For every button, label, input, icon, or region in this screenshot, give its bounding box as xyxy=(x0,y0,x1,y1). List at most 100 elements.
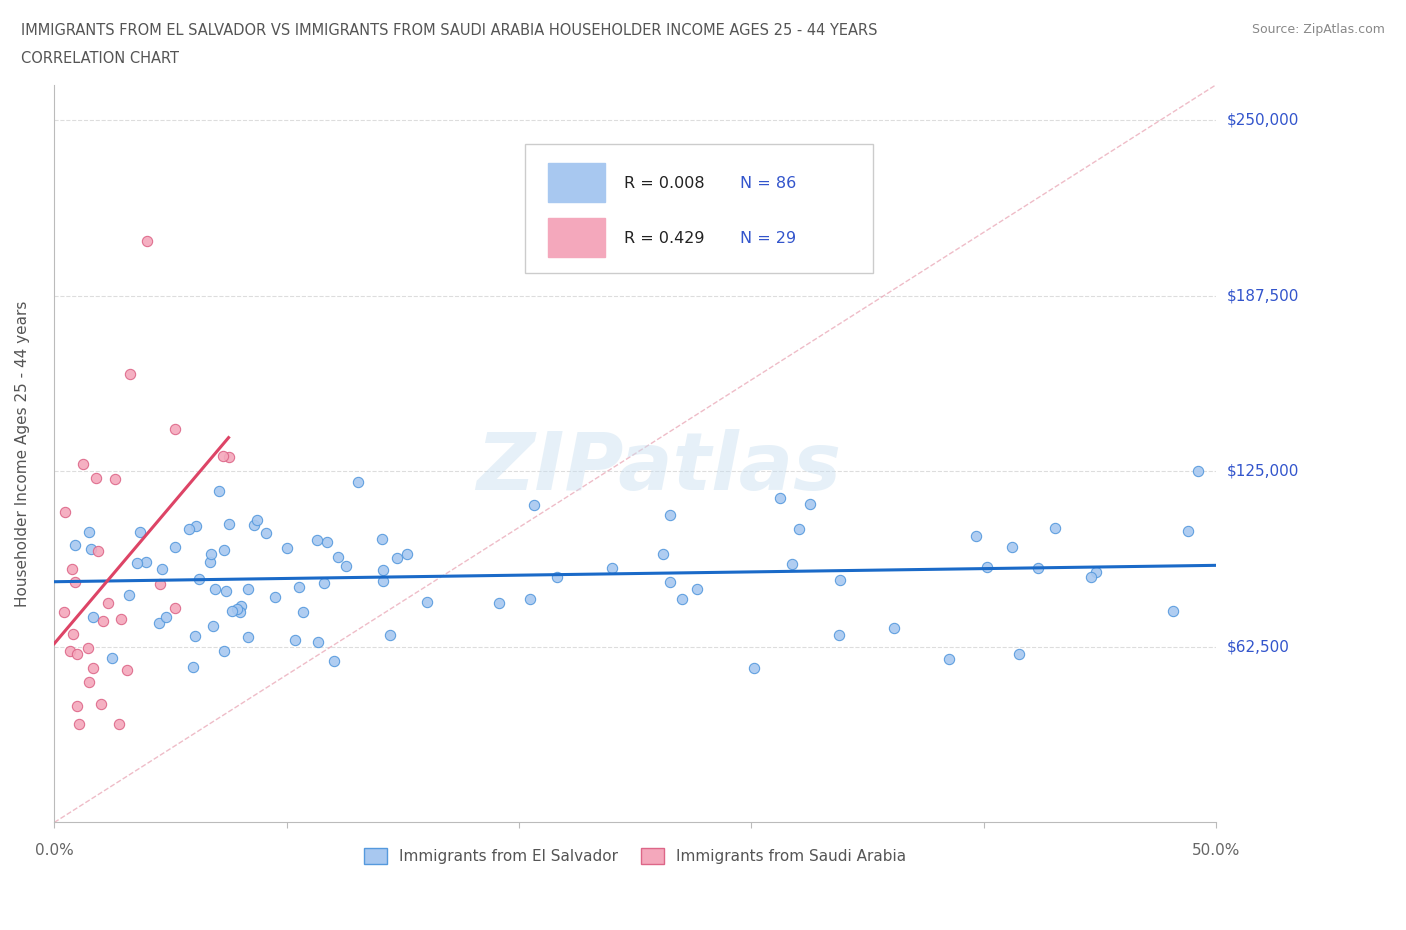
Point xyxy=(523,498,546,512)
Point xyxy=(155,610,177,625)
Text: Source: ZipAtlas.com: Source: ZipAtlas.com xyxy=(1251,23,1385,36)
Point xyxy=(314,576,336,591)
FancyBboxPatch shape xyxy=(524,144,873,272)
Text: $125,000: $125,000 xyxy=(1227,464,1299,479)
Text: 50.0%: 50.0% xyxy=(1192,844,1240,858)
Point xyxy=(80,541,103,556)
Point xyxy=(72,457,94,472)
Point xyxy=(335,559,357,574)
Point xyxy=(212,542,235,557)
Point xyxy=(671,591,693,606)
Point xyxy=(148,616,170,631)
Point xyxy=(519,591,541,606)
Point xyxy=(600,561,623,576)
FancyBboxPatch shape xyxy=(548,218,605,258)
Text: N = 29: N = 29 xyxy=(740,231,796,246)
Point xyxy=(97,595,120,610)
Point xyxy=(212,644,235,658)
Point xyxy=(1007,646,1029,661)
Point xyxy=(385,551,408,565)
Point xyxy=(202,618,225,633)
Point xyxy=(742,660,765,675)
Point xyxy=(316,535,339,550)
Point xyxy=(254,525,277,540)
Point xyxy=(305,532,328,547)
Point xyxy=(59,644,82,658)
Point xyxy=(1045,521,1067,536)
Point xyxy=(395,546,418,561)
Point xyxy=(129,525,152,539)
Point xyxy=(53,505,76,520)
Point xyxy=(101,651,124,666)
Point xyxy=(276,541,298,556)
Point xyxy=(177,522,200,537)
Point xyxy=(242,518,264,533)
Point xyxy=(246,512,269,527)
Point xyxy=(546,569,568,584)
Point xyxy=(212,448,235,463)
Point xyxy=(291,604,314,619)
Point xyxy=(1177,524,1199,538)
Text: R = 0.429: R = 0.429 xyxy=(624,231,704,246)
Point xyxy=(238,630,260,644)
Point xyxy=(787,522,810,537)
Point xyxy=(115,662,138,677)
Point xyxy=(82,609,104,624)
Text: R = 0.008: R = 0.008 xyxy=(624,176,704,191)
Point xyxy=(218,516,240,531)
Text: ZIPatlas: ZIPatlas xyxy=(477,430,841,508)
Point xyxy=(82,660,104,675)
Point xyxy=(108,717,131,732)
Point xyxy=(221,604,243,618)
Point xyxy=(380,627,402,642)
Point xyxy=(264,590,287,604)
Point xyxy=(229,599,252,614)
Y-axis label: Householder Income Ages 25 - 44 years: Householder Income Ages 25 - 44 years xyxy=(15,300,30,606)
Point xyxy=(63,574,86,589)
Point xyxy=(77,525,100,539)
Point xyxy=(976,560,998,575)
Point xyxy=(307,635,329,650)
Text: $250,000: $250,000 xyxy=(1227,113,1299,127)
Point xyxy=(165,539,187,554)
Point xyxy=(165,600,187,615)
Point xyxy=(184,519,207,534)
Point xyxy=(780,557,803,572)
Point xyxy=(135,554,157,569)
Point xyxy=(60,562,83,577)
Point xyxy=(830,573,852,588)
Point xyxy=(938,652,960,667)
Point xyxy=(104,472,127,486)
Point xyxy=(66,646,89,661)
Text: $62,500: $62,500 xyxy=(1227,639,1291,655)
Point xyxy=(1187,464,1209,479)
Point xyxy=(1161,604,1184,618)
Point xyxy=(1026,561,1049,576)
Text: CORRELATION CHART: CORRELATION CHART xyxy=(21,51,179,66)
Point xyxy=(965,529,987,544)
Text: IMMIGRANTS FROM EL SALVADOR VS IMMIGRANTS FROM SAUDI ARABIA HOUSEHOLDER INCOME A: IMMIGRANTS FROM EL SALVADOR VS IMMIGRANT… xyxy=(21,23,877,38)
Point xyxy=(67,717,90,732)
Point xyxy=(136,233,159,248)
Point xyxy=(226,602,249,617)
Point xyxy=(371,531,394,546)
Text: $187,500: $187,500 xyxy=(1227,288,1299,303)
Point xyxy=(1001,539,1024,554)
Point xyxy=(652,546,675,561)
Point xyxy=(371,574,394,589)
Point xyxy=(1080,569,1102,584)
Point xyxy=(659,508,682,523)
Point xyxy=(198,554,221,569)
Point xyxy=(200,546,222,561)
Point xyxy=(1085,565,1108,579)
Point xyxy=(127,555,149,570)
Point xyxy=(150,561,173,576)
Point xyxy=(184,628,207,643)
Point xyxy=(63,538,86,552)
Point xyxy=(87,543,110,558)
Point xyxy=(288,579,311,594)
Point xyxy=(686,581,709,596)
Point xyxy=(828,628,851,643)
Point xyxy=(229,604,252,619)
Point xyxy=(62,627,84,642)
